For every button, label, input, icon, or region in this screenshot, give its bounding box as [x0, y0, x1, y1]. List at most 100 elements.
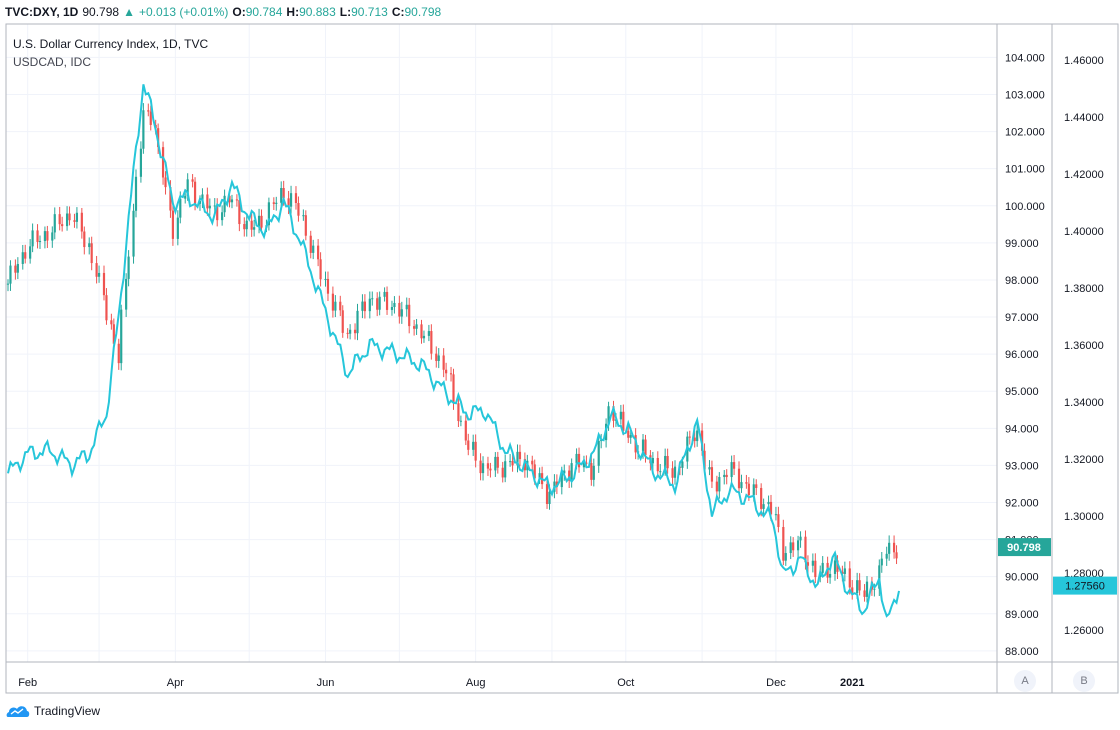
y-tick-label-inner: 102.000	[1005, 127, 1045, 139]
candle-body	[171, 210, 175, 239]
candle-body	[895, 552, 898, 559]
tradingview-brand[interactable]: TradingView	[34, 704, 101, 718]
candle-body	[560, 473, 563, 488]
candle-body	[36, 230, 39, 242]
y-tick-label-inner: 101.000	[1005, 164, 1045, 176]
candle-body	[597, 440, 600, 466]
tradingview-logo-icon[interactable]	[6, 704, 30, 718]
x-tick-label: Feb	[18, 677, 37, 689]
candle-body	[531, 460, 534, 465]
candle-body	[651, 457, 654, 464]
candle-body	[309, 235, 312, 253]
candle-body	[230, 199, 234, 203]
candle-body	[324, 278, 327, 280]
candle-body	[518, 451, 522, 460]
candle-body	[671, 468, 674, 478]
scale-button-a[interactable]: A	[1014, 670, 1036, 692]
candle-body	[710, 467, 714, 482]
scale-button-b[interactable]: B	[1073, 670, 1095, 692]
candle-body	[346, 332, 349, 334]
candle-body	[723, 474, 726, 478]
last-compare-label-bg	[1053, 576, 1117, 595]
candle-body	[755, 484, 758, 488]
x-tick-label: Aug	[466, 677, 486, 689]
candle-body	[888, 542, 891, 554]
candle-body	[467, 440, 470, 450]
candle-body	[422, 335, 426, 339]
candle-body	[718, 477, 721, 492]
candle-body	[708, 467, 711, 470]
candle-body	[774, 514, 778, 516]
candle-body	[16, 263, 19, 273]
price-change: +0.013 (+0.01%)	[138, 5, 229, 19]
candle-body	[368, 298, 371, 312]
candle-body	[275, 202, 278, 204]
candle-body	[600, 440, 603, 442]
candle-body	[828, 573, 832, 578]
price-chart[interactable]: 104.000 103.000 102.000 101.000 100.000 99.00…	[0, 0, 1120, 700]
high-label: H:	[286, 5, 300, 19]
candle-body	[243, 224, 246, 230]
y-tick-label-outer: 1.26000	[1064, 625, 1104, 637]
candle-body	[206, 194, 209, 209]
candle-body	[784, 553, 787, 561]
open-value: 90.784	[245, 5, 283, 19]
candle-body	[863, 590, 866, 597]
candle-body	[341, 310, 344, 333]
candle-body	[496, 456, 499, 468]
last-price-label-bg	[998, 538, 1051, 557]
candle-body	[629, 435, 632, 438]
candle-body	[161, 147, 165, 178]
candle-body	[430, 331, 433, 354]
x-tick-label: 2021	[840, 677, 864, 689]
candle-body	[376, 298, 379, 310]
candle-body	[164, 177, 167, 188]
candle-body	[644, 439, 647, 456]
candle-body	[73, 220, 76, 222]
candle-body	[472, 441, 475, 450]
candle-body	[501, 467, 504, 478]
candle-body	[125, 278, 128, 310]
candle-body	[398, 302, 401, 317]
candle-body	[142, 110, 145, 149]
candle-body	[149, 111, 152, 125]
candle-body	[46, 231, 49, 241]
candle-body	[437, 355, 440, 361]
candle-body	[747, 483, 750, 496]
candle-body	[75, 212, 79, 222]
candle-body	[516, 451, 519, 466]
candle-body	[102, 272, 106, 296]
candle-body	[666, 455, 669, 469]
candle-body	[427, 331, 430, 336]
candle-body	[65, 213, 69, 227]
candle-body	[548, 491, 551, 504]
candle-body	[641, 439, 645, 452]
candle-body	[799, 536, 802, 541]
y-tick-label-inner: 98.000	[1005, 275, 1039, 287]
candle-body	[740, 482, 743, 489]
candle-body	[356, 310, 359, 334]
candle-body	[509, 461, 512, 463]
candle-body	[176, 217, 179, 239]
candle-body	[105, 295, 108, 321]
candle-body	[732, 462, 736, 469]
candle-body	[804, 536, 807, 563]
candle-body	[435, 353, 438, 361]
candle-body	[371, 298, 374, 300]
legend-main-series[interactable]: U.S. Dollar Currency Index, 1D, TVC	[13, 37, 209, 51]
candle-body	[688, 436, 691, 438]
candle-body	[235, 199, 239, 201]
y-tick-label-outer: 1.34000	[1064, 397, 1104, 409]
candle-body	[378, 296, 381, 310]
candle-body	[725, 474, 728, 478]
close-label: C:	[391, 5, 405, 19]
candle-body	[61, 224, 64, 227]
candle-body	[245, 220, 248, 230]
candle-body	[796, 540, 800, 551]
symbol-label[interactable]: TVC:DXY, 1D	[5, 5, 79, 19]
legend-compare-series[interactable]: USDCAD, IDC	[13, 55, 92, 69]
y-tick-label-inner: 103.000	[1005, 89, 1045, 101]
candle-body	[737, 468, 741, 489]
candle-body	[457, 403, 460, 421]
candle-body	[304, 215, 307, 236]
